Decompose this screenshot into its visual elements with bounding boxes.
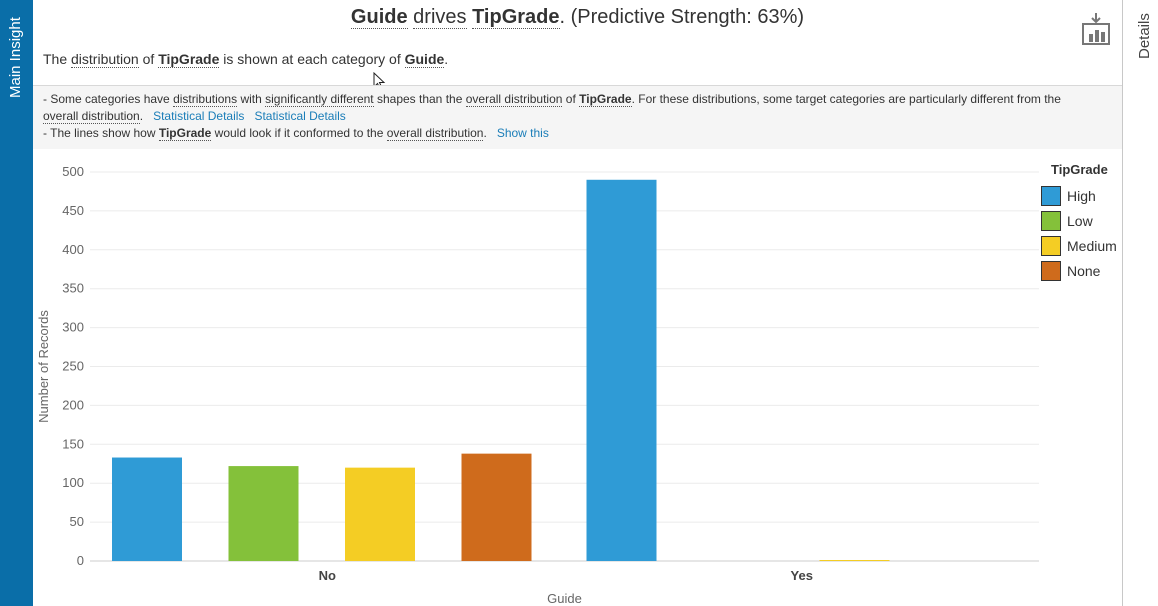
title-suffix: . (Predictive Strength: 63%) [559,6,805,28]
page-title: Guide drives TipGrade. (Predictive Stren… [33,6,1122,29]
export-icon[interactable] [1081,12,1111,46]
target-term[interactable]: TipGrade [158,126,212,141]
legend-item[interactable]: None [1041,258,1117,283]
note-line-3: - The lines show how TipGrade would look… [43,126,549,141]
bar[interactable] [345,467,415,561]
y-tick-label: 450 [62,203,84,218]
statistical-details-link[interactable]: Statistical Details [153,109,245,123]
subtitle-target[interactable]: TipGrade [158,51,220,68]
main-insight-tab[interactable]: Main Insight [0,0,33,606]
significantly-different-term[interactable]: significantly different [265,92,374,107]
legend-label: Medium [1067,237,1117,254]
legend-items: High Low Medium None [1041,183,1117,283]
y-tick-label: 400 [62,242,84,257]
note-text: . [483,126,487,140]
show-this-link[interactable]: Show this [496,126,549,140]
distributions-term[interactable]: distributions [173,92,238,107]
main-panel: Guide drives TipGrade. (Predictive Stren… [33,0,1122,606]
y-tick-label: 500 [62,164,84,179]
legend-label: Low [1067,212,1093,229]
y-tick-label: 100 [62,475,84,490]
divider [33,85,1122,86]
y-tick-label: 150 [62,436,84,451]
target-term[interactable]: TipGrade [579,92,632,107]
overall-distribution-term[interactable]: overall distribution [386,126,484,141]
bar-chart: 0 50 100 150 200 250 300 350 400 450 500 No Yes Guide… [36,164,1039,606]
y-axis-title: Number of Records [36,310,51,423]
legend-title: TipGrade [1051,162,1108,177]
main-insight-label: Main Insight [7,17,24,98]
x-category-label: No [319,568,336,583]
overall-distribution-term[interactable]: overall distribution [465,92,563,107]
subtitle: The distribution of TipGrade is shown at… [43,51,449,68]
x-axis-title: Guide [547,591,582,606]
legend-item[interactable]: High [1041,183,1117,208]
title-target[interactable]: TipGrade [472,6,560,29]
subtitle-text: The [43,51,72,67]
y-tick-label: 300 [62,320,84,335]
title-verb[interactable]: drives [413,6,467,29]
legend-swatch [1041,260,1061,281]
bar[interactable] [112,457,182,561]
y-tick-label: 350 [62,281,84,296]
x-category-label: Yes [791,568,813,583]
title-field[interactable]: Guide [350,6,408,29]
details-tab[interactable]: Details [1122,0,1158,606]
note-text: would look if it conformed to the [211,126,387,140]
y-tick-label: 200 [62,397,84,412]
subtitle-text: of [138,51,159,67]
bar[interactable] [819,560,890,561]
legend-label: High [1067,187,1096,204]
statistical-details-link[interactable]: Statistical Details [254,109,346,123]
chart-legend: TipGrade High Low Medium None [1041,162,1117,283]
note-text: . [139,109,144,123]
y-tick-label: 50 [70,514,84,529]
note-text: shapes than the [373,92,466,106]
distribution-link[interactable]: distribution [71,51,139,68]
legend-item[interactable]: Medium [1041,233,1117,258]
y-tick-label: 0 [77,553,84,568]
bar[interactable] [586,179,657,561]
note-line-2: overall distribution. Statistical Details… [43,109,346,124]
note-text: with [237,92,266,106]
subtitle-text: is shown at each category of [219,51,405,67]
insight-notes: - Some categories have distributions wit… [33,86,1122,149]
legend-item[interactable]: Low [1041,208,1117,233]
note-line-1: - Some categories have distributions wit… [43,92,1061,107]
legend-swatch [1041,210,1061,231]
note-text: - Some categories have [43,92,174,106]
overall-distribution-term[interactable]: overall distribution [43,109,140,124]
bar[interactable] [461,453,532,561]
bar[interactable] [228,466,299,561]
legend-label: None [1067,262,1101,279]
note-text: - The lines show how [43,126,159,140]
legend-swatch [1041,235,1061,256]
subtitle-text: . [444,51,449,67]
note-text: of [562,92,580,106]
subtitle-field[interactable]: Guide [404,51,445,68]
note-text: . For these distributions, some target c… [631,92,1061,106]
y-tick-label: 250 [62,359,84,374]
details-label: Details [1136,13,1153,59]
legend-swatch [1041,185,1061,206]
